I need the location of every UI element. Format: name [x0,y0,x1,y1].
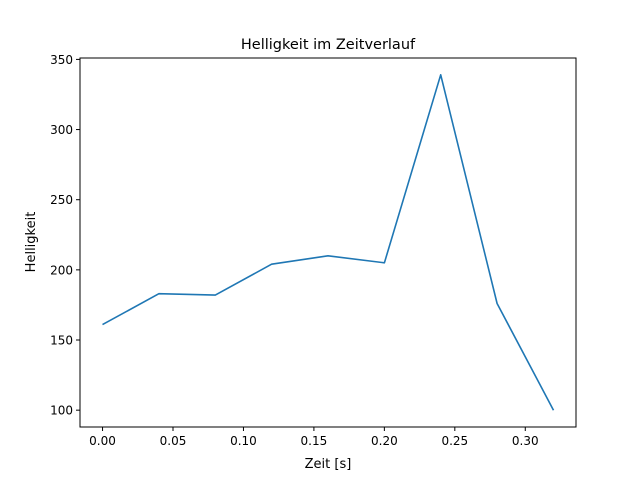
x-tick-label: 0.30 [512,434,539,448]
y-tick-label: 350 [50,53,73,67]
y-tick-label: 150 [50,334,73,348]
axes-frame [80,58,576,427]
x-tick-label: 0.25 [441,434,468,448]
y-axis-label: Helligkeit [24,212,39,273]
y-tick-label: 100 [50,404,73,418]
x-tick-label: 0.10 [230,434,257,448]
x-axis-label: Zeit [s] [305,457,352,472]
chart-title: Helligkeit im Zeitverlauf [241,37,416,53]
x-tick-label: 0.15 [301,434,328,448]
x-tick-label: 0.05 [160,434,187,448]
y-tick-label: 250 [50,193,73,207]
y-tick-label: 200 [50,263,73,277]
series-line-helligkeit [103,75,554,410]
x-tick-label: 0.00 [89,434,116,448]
y-tick-label: 300 [50,123,73,137]
x-tick-label: 0.20 [371,434,398,448]
